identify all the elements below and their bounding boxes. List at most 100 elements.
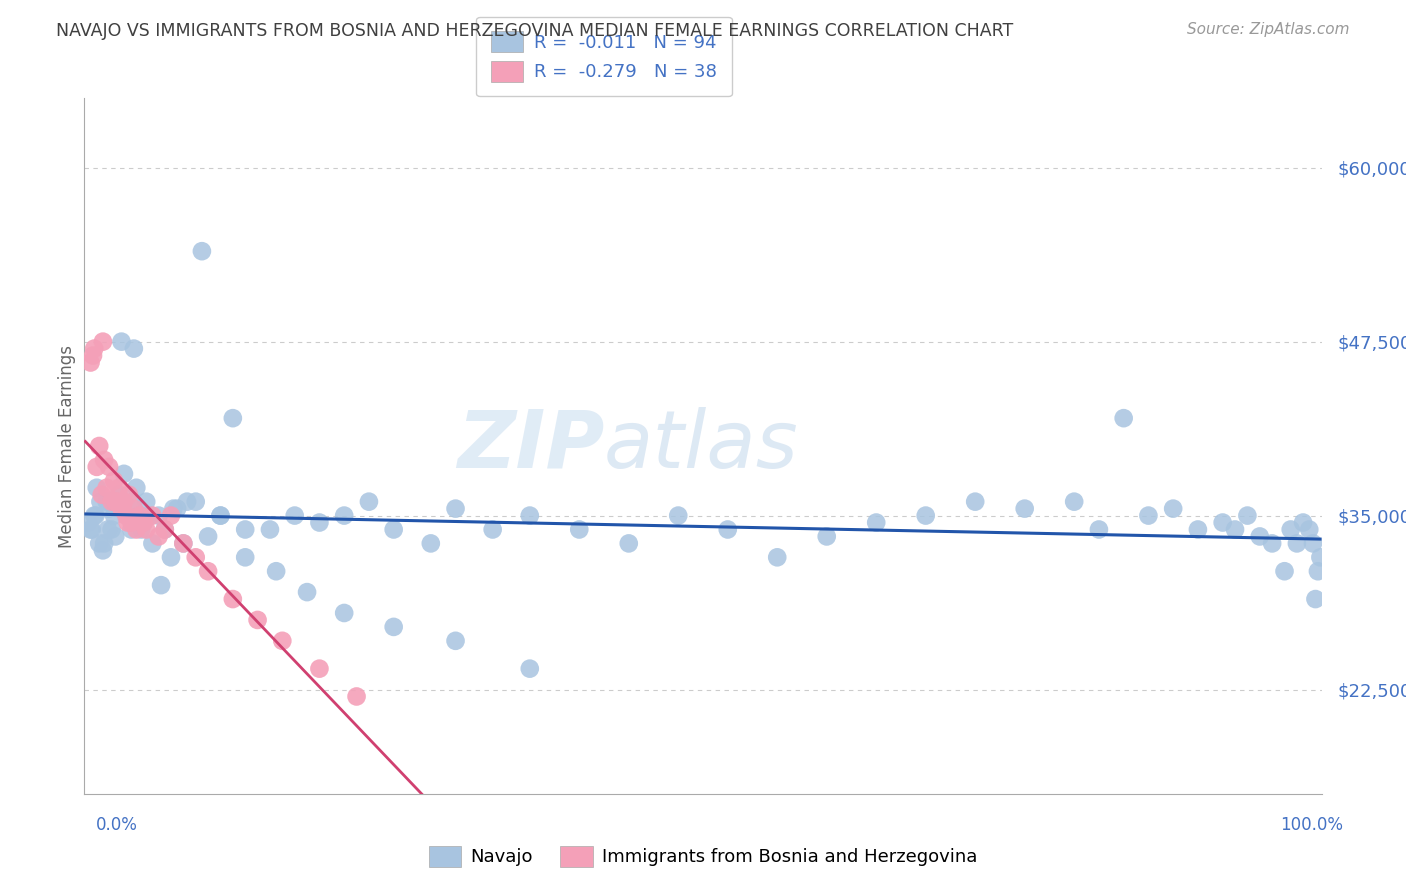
Point (717, 523, 740, 537)
Point (103, 474, 125, 488)
Point (132, 516, 155, 530)
Point (1306, 564, 1329, 578)
Point (104, 494, 127, 508)
Point (1137, 508, 1160, 523)
Point (1249, 529, 1271, 543)
Text: ZIP: ZIP (457, 407, 605, 485)
Point (100, 494, 122, 508)
Point (865, 516, 887, 530)
Point (184, 550, 207, 565)
Point (1292, 516, 1315, 530)
Point (766, 550, 789, 565)
Point (79, 523, 101, 537)
Text: NAVAJO VS IMMIGRANTS FROM BOSNIA AND HERZEGOVINA MEDIAN FEMALE EARNINGS CORRELAT: NAVAJO VS IMMIGRANTS FROM BOSNIA AND HER… (56, 22, 1014, 40)
Point (96, 494, 118, 508)
Text: Source: ZipAtlas.com: Source: ZipAtlas.com (1187, 22, 1350, 37)
Point (166, 501, 188, 516)
Point (519, 662, 541, 676)
Point (965, 494, 987, 508)
Point (139, 508, 162, 523)
Point (77, 516, 100, 530)
Text: atlas: atlas (605, 407, 799, 485)
Point (1112, 411, 1135, 425)
Point (86, 481, 108, 495)
Point (93, 453, 115, 467)
Point (271, 633, 294, 648)
Point (295, 585, 318, 599)
Point (1279, 523, 1302, 537)
Point (444, 633, 467, 648)
Point (105, 494, 128, 508)
Point (197, 529, 219, 543)
Point (382, 523, 405, 537)
Point (1223, 523, 1246, 537)
Point (333, 508, 356, 523)
Point (117, 508, 139, 523)
Point (135, 523, 157, 537)
Point (1187, 523, 1209, 537)
Point (84, 508, 107, 523)
Point (83, 508, 105, 523)
Point (1063, 494, 1085, 508)
Point (115, 508, 138, 523)
Point (93, 536, 115, 550)
Point (209, 508, 232, 523)
Point (148, 529, 170, 543)
Point (233, 523, 256, 537)
Point (1014, 501, 1036, 516)
Text: 100.0%: 100.0% (1279, 816, 1343, 834)
Point (103, 508, 125, 523)
Point (419, 536, 441, 550)
Point (121, 494, 143, 508)
Point (112, 494, 135, 508)
Point (141, 508, 163, 523)
Point (150, 578, 173, 592)
Point (914, 508, 936, 523)
Point (184, 494, 207, 508)
Point (120, 516, 142, 530)
Point (104, 529, 127, 543)
Point (91, 334, 114, 349)
Point (110, 501, 132, 516)
Point (135, 494, 157, 508)
Point (80, 523, 103, 537)
Point (1088, 523, 1111, 537)
Point (284, 508, 307, 523)
Point (191, 244, 214, 259)
Point (568, 523, 591, 537)
Point (108, 488, 131, 502)
Point (481, 523, 503, 537)
Point (89, 494, 111, 508)
Point (209, 508, 232, 523)
Point (1274, 564, 1296, 578)
Legend: Navajo, Immigrants from Bosnia and Herzegovina: Navajo, Immigrants from Bosnia and Herze… (422, 838, 984, 874)
Point (129, 508, 152, 523)
Point (333, 606, 356, 620)
Point (148, 508, 170, 523)
Text: 0.0%: 0.0% (96, 816, 138, 834)
Point (160, 550, 183, 565)
Point (162, 501, 184, 516)
Point (1236, 508, 1258, 523)
Point (98, 459, 121, 474)
Point (82, 349, 104, 363)
Point (108, 481, 131, 495)
Point (129, 523, 152, 537)
Point (153, 523, 176, 537)
Point (197, 564, 219, 578)
Point (98, 501, 121, 516)
Point (1212, 516, 1234, 530)
Point (176, 494, 198, 508)
Point (90, 488, 112, 502)
Point (89, 536, 111, 550)
Point (308, 662, 330, 676)
Point (259, 523, 281, 537)
Point (125, 523, 148, 537)
Point (97, 523, 120, 537)
Point (233, 550, 256, 565)
Point (132, 516, 155, 530)
Point (110, 334, 132, 349)
Point (118, 488, 141, 502)
Point (172, 536, 194, 550)
Point (666, 508, 689, 523)
